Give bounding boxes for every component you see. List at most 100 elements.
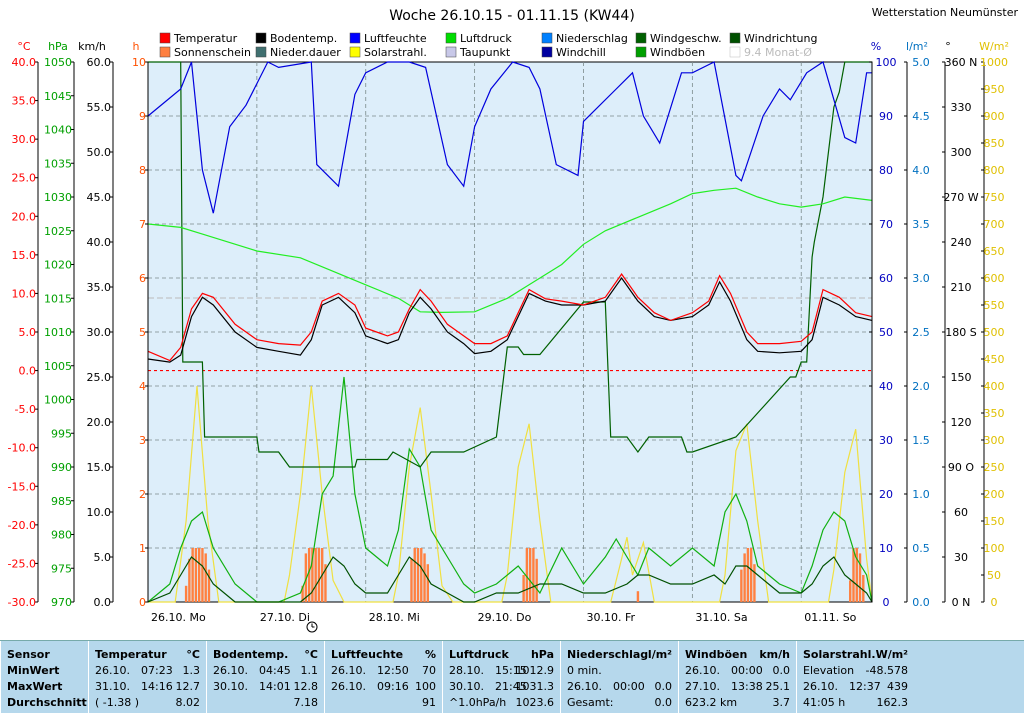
stats-column: Solarstrahl. W/m² Elevation -48.578 26.10. 12…: [796, 641, 914, 713]
axis-tick-label: 200: [984, 488, 1005, 501]
clock-icon[interactable]: [306, 621, 318, 633]
axis-tick-label: 0.5: [912, 542, 930, 555]
legend-label: Taupunkt: [459, 46, 511, 59]
axis-tick-label: 90: [879, 110, 893, 123]
stats-row: 7.18: [213, 695, 319, 711]
stats-cell: 30.10.: [449, 680, 484, 693]
stats-row: 30.10. 14:01 12.8: [213, 679, 318, 695]
x-tick-label: 29.10. Do: [478, 611, 532, 624]
stats-cell: 26.10.: [803, 680, 838, 693]
stats-cell: Bodentemp.: [213, 648, 289, 661]
stats-cell: °C: [186, 648, 200, 661]
axis-unit-label: h: [133, 40, 140, 53]
stats-cell: 1.3: [182, 664, 201, 677]
axis-tick-label: 10: [132, 56, 146, 69]
axis-unit-label: °: [945, 40, 951, 53]
axis-tick-label: 50: [879, 326, 893, 339]
legend-swatch: [635, 32, 647, 44]
sunshine-bar: [740, 569, 743, 602]
legend-swatch: [729, 46, 741, 58]
axis-tick-label: 0: [139, 596, 146, 609]
stats-cell: ^1.0hPa/h: [449, 696, 507, 709]
sunshine-bar: [204, 553, 207, 602]
legend-swatch: [445, 32, 457, 44]
stats-cell: 26.10.: [331, 680, 366, 693]
axis-tick-label: 1005: [44, 360, 72, 373]
axis-tick-label: 0: [991, 596, 998, 609]
axis-tick-label: 60.0: [87, 56, 112, 69]
sunshine-bar: [426, 564, 430, 602]
stats-row: 27.10. 13:38 25.1: [685, 679, 790, 695]
stats-cell: 1.1: [300, 664, 319, 677]
x-tick-label: 31.10. Sa: [695, 611, 747, 624]
axis-unit-label: l/m²: [906, 40, 928, 53]
axis-tick-label: 25.0: [87, 371, 112, 384]
stats-cell: 439: [887, 680, 908, 693]
stats-header: Solarstrahl. W/m²: [803, 647, 908, 663]
legend-swatch: [255, 46, 267, 58]
axis-tick-label: 20: [879, 488, 893, 501]
axis-tick-label: 100: [984, 542, 1005, 555]
series-line: [147, 556, 873, 603]
sunshine-bar: [416, 548, 420, 602]
axis-tick-label: 995: [51, 427, 72, 440]
stats-cell: 26.10.: [95, 664, 130, 677]
sunshine-bar: [301, 585, 304, 602]
axis-tick-label: 650: [984, 245, 1005, 258]
axis-tick-label: 2.0: [912, 380, 930, 393]
chart-svg: 26.10. Mo 27.10. Di 28.10. Mi 29.10. Do 30.1…: [7, 6, 1019, 633]
stats-row: 31.10. 14:16 12.7: [95, 679, 200, 695]
axis-tick-label: 985: [51, 495, 72, 508]
axis-tick-label: 2.5: [912, 326, 930, 339]
axis-tick-label: 1045: [44, 90, 72, 103]
stats-header: MinWert: [7, 663, 82, 679]
chart-title: Woche 26.10.15 - 01.11.15 (KW44): [389, 8, 635, 24]
sunshine-bar: [749, 548, 753, 602]
stats-cell: 1012.9: [515, 664, 555, 677]
sunshine-bar: [207, 569, 211, 602]
axis-tick-label: 9: [139, 110, 146, 123]
legend-label: Windrichtung: [744, 32, 817, 45]
legend: Temperatur Bodentemp. Luftfeuchte Luftdruck…: [159, 32, 817, 59]
stats-cell: 91: [422, 696, 436, 709]
sunshine-bar: [753, 564, 756, 602]
stats-cell: 28.10.: [449, 664, 484, 677]
legend-swatch: [541, 32, 553, 44]
axis-tick-label: 10: [879, 542, 893, 555]
stats-cell: Solarstrahl.: [803, 648, 876, 661]
stats-cell: Elevation: [803, 664, 855, 677]
legend-label: Niederschlag: [556, 32, 628, 45]
stats-column: Luftfeuchte% 26.10. 12:50 70 26.10. 09:16 100 9…: [324, 641, 442, 713]
axis-tick-label: 1000: [980, 56, 1008, 69]
axis-tick-label: 1: [139, 542, 146, 555]
axis-tick-label: 100: [876, 56, 897, 69]
series-layer: [147, 61, 873, 603]
axis-tick-label: 8: [139, 164, 146, 177]
axis-tick-label: 15.0: [87, 461, 112, 474]
series-line: [147, 187, 873, 314]
stats-cell: 12:37: [849, 680, 881, 693]
stats-cell: 15:15: [495, 664, 527, 677]
legend-label: Nieder.dauer: [270, 46, 341, 59]
stats-column: Luftdruck hPa 28.10. 15:15 1012.9 30.10. 21:45…: [442, 641, 560, 713]
stats-cell: Gesamt:: [567, 696, 614, 709]
sunshine-bar: [855, 548, 858, 602]
series-line: [147, 61, 872, 214]
axis-tick-label: 800: [984, 164, 1005, 177]
axis-tick-label: 350: [984, 407, 1005, 420]
stats-row: 26.10. 00:00 0.0: [685, 663, 790, 679]
stats-header: Durchschnitt: [7, 695, 87, 711]
axis-tick-label: 2: [139, 488, 146, 501]
sunshine-bar: [194, 548, 198, 602]
stats-column: Niederschlag l/m² 0 min. 26.10. 00:00 0.0 Gesa…: [560, 641, 678, 713]
stats-header: Windböen km/h: [685, 647, 790, 663]
axis-tick-label: 250: [984, 461, 1005, 474]
sunshine-bar: [197, 548, 201, 602]
axis-tick-label: 50.0: [87, 146, 112, 159]
axis-tick-label: 30: [954, 551, 968, 564]
axis-tick-label: 4: [139, 380, 146, 393]
stats-cell: -48.578: [865, 664, 908, 677]
stats-cell: 13:38: [731, 680, 763, 693]
axis-tick-label: 1.5: [912, 434, 930, 447]
axis-tick-label: -5.0: [15, 403, 36, 416]
